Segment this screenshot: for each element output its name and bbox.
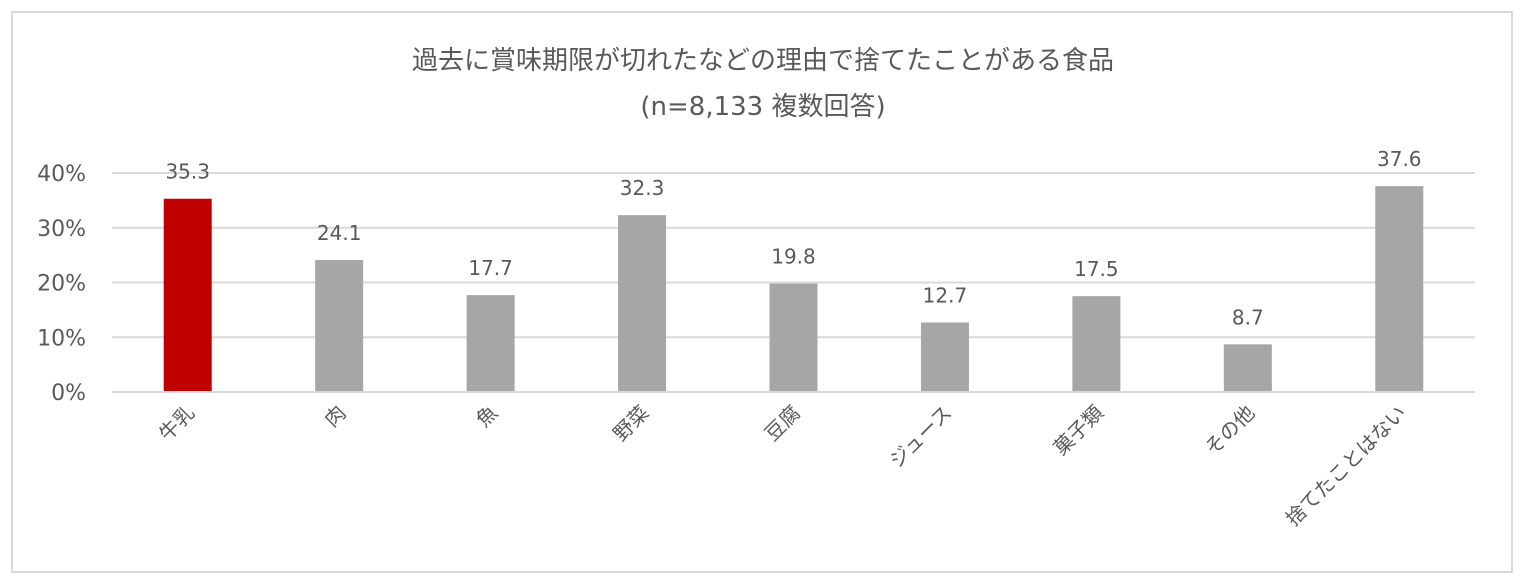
category-label: その他 (1200, 401, 1259, 460)
chart-subtitle: (n=8,133 複数回答) (640, 92, 886, 122)
data-label: 17.5 (1074, 257, 1119, 281)
bar (466, 295, 515, 392)
bar (1223, 344, 1272, 392)
y-tick-label: 20% (37, 272, 86, 297)
category-label: ジュース (885, 401, 957, 473)
category-label: 魚 (471, 401, 502, 432)
bar (618, 215, 667, 392)
y-tick-label: 40% (37, 162, 86, 187)
data-label: 32.3 (620, 176, 665, 200)
bar (769, 283, 818, 392)
category-label: 豆腐 (760, 401, 805, 446)
category-label: 牛乳 (154, 401, 199, 446)
data-label: 12.7 (923, 283, 968, 307)
category-label: 菓子類 (1049, 401, 1108, 460)
bar (163, 198, 212, 392)
chart-title: 過去に賞味期限が切れたなどの理由で捨てたことがある食品 (411, 46, 1114, 76)
category-label: 野菜 (608, 401, 653, 446)
chart-frame (11, 11, 1513, 573)
data-label: 35.3 (165, 160, 210, 184)
bar (1072, 296, 1121, 392)
category-label: 捨てたことはない (1281, 401, 1411, 531)
bar (1375, 186, 1424, 392)
y-tick-label: 30% (37, 217, 86, 242)
data-label: 37.6 (1377, 147, 1422, 171)
y-tick-label: 10% (37, 326, 86, 351)
category-label: 肉 (320, 401, 351, 432)
bar (920, 322, 969, 392)
data-label: 19.8 (771, 245, 816, 269)
data-label: 24.1 (317, 221, 362, 245)
data-label: 8.7 (1232, 305, 1264, 329)
y-tick-label: 0% (51, 381, 86, 406)
bar (315, 260, 364, 392)
data-label: 17.7 (468, 256, 513, 280)
